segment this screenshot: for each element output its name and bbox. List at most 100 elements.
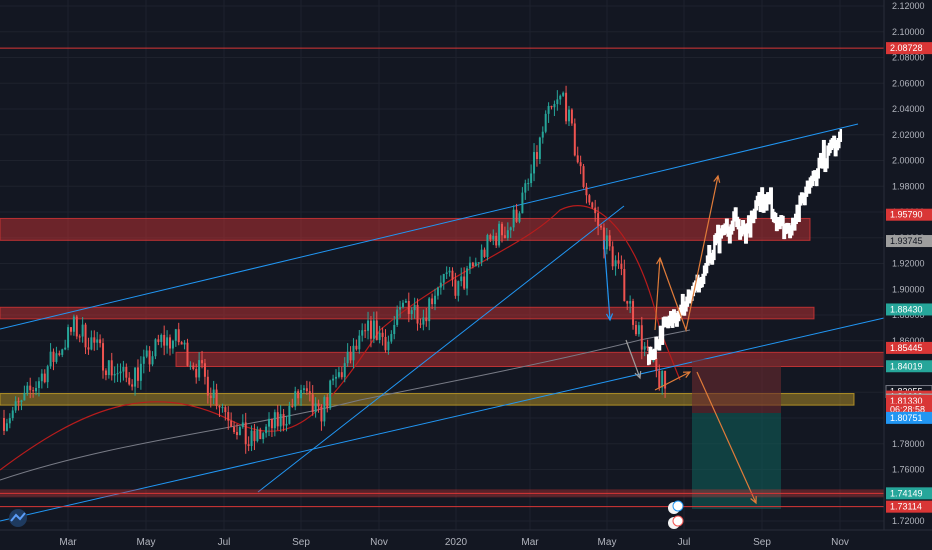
candle-body <box>20 400 23 402</box>
forecast-bar <box>721 224 725 236</box>
trendlines <box>0 123 885 522</box>
forecast-bar <box>660 325 663 345</box>
candle-body <box>547 105 550 114</box>
forecast-bar <box>716 224 719 244</box>
candle-body <box>387 341 390 351</box>
short-position-box[interactable] <box>692 359 781 509</box>
candle-body <box>81 324 84 337</box>
forecast-bar <box>704 263 707 276</box>
time-axis[interactable]: Mar May Jul Sep Nov 2020 Mar May Jul Sep Nov <box>0 529 932 548</box>
forecast-bar <box>771 208 775 223</box>
candle-body <box>524 183 527 193</box>
candle-body <box>297 391 300 399</box>
price-tag-label: 1.93745 <box>890 236 923 246</box>
forecast-bar <box>783 223 787 240</box>
candle-body <box>399 307 402 310</box>
candle-body <box>544 113 547 132</box>
candle-body <box>198 360 201 378</box>
candle-body <box>227 412 230 421</box>
candle-body <box>268 418 271 427</box>
candle-body <box>40 373 43 382</box>
candle-body <box>562 92 565 96</box>
projection-arrow-down-head <box>750 495 757 505</box>
forecast-bar <box>817 157 820 179</box>
candle-body <box>250 430 253 446</box>
forecast-bar <box>736 216 740 230</box>
candle-body <box>460 276 463 282</box>
candle-body <box>582 166 585 187</box>
candle-body <box>483 249 486 257</box>
forecast-bar <box>698 277 701 293</box>
candle-body <box>329 380 332 409</box>
price-tag-label: 1.84019 <box>890 361 923 371</box>
candle-body <box>5 423 8 431</box>
forecast-bar <box>830 138 834 150</box>
forecast-bar <box>766 192 769 211</box>
forecast-bar <box>670 311 674 328</box>
candle-body <box>253 430 256 442</box>
candle-body <box>576 155 579 163</box>
forecast-bar <box>808 177 812 194</box>
candle-body <box>102 343 105 371</box>
candle-body <box>29 385 32 391</box>
event-badge-outline <box>672 500 684 512</box>
candle-body <box>163 334 166 346</box>
forecast-bar <box>652 348 656 361</box>
candle-body <box>326 397 329 409</box>
candle-body <box>69 327 72 332</box>
candle-body <box>145 350 148 357</box>
forecast-bar <box>829 139 832 154</box>
candle-body <box>340 372 343 378</box>
candle-body <box>302 388 305 390</box>
candle-body <box>265 426 268 434</box>
price-tag-label: 1.74149 <box>890 488 923 498</box>
forecast-bar <box>689 290 693 304</box>
forecast-bar <box>739 226 743 240</box>
forecast-bar <box>826 145 829 169</box>
candle-body <box>570 109 573 124</box>
candle-body <box>410 310 413 315</box>
forecast-bar <box>682 293 685 316</box>
price-tick-label: 1.86000 <box>892 336 925 346</box>
time-tick-label: Sep <box>292 537 310 548</box>
horizontal-levels <box>0 47 884 508</box>
candle-body <box>14 401 17 411</box>
forecast-bar <box>764 194 768 211</box>
candle-body <box>215 389 218 406</box>
candle-body <box>107 360 110 376</box>
forecast-bar <box>793 213 797 231</box>
forecast-bar <box>780 215 784 227</box>
forecast-bar <box>814 170 818 187</box>
candle-body <box>585 186 588 196</box>
candle-body <box>352 345 355 361</box>
candle-body <box>422 317 425 325</box>
candle-body <box>629 301 632 304</box>
candle-body <box>238 427 241 436</box>
candle-body <box>55 353 58 362</box>
forecast-bar <box>827 142 831 156</box>
candle-body <box>503 235 506 239</box>
candle-body <box>64 347 67 350</box>
candle-body <box>139 363 142 381</box>
candle-body <box>632 301 635 325</box>
candle-body <box>640 325 643 350</box>
candle-body <box>605 235 608 250</box>
candle-body <box>332 378 335 381</box>
forecast-bar <box>789 225 793 239</box>
logo-mark <box>10 512 26 522</box>
candle-body <box>361 330 364 336</box>
forecast-bar <box>717 224 721 254</box>
candle-body <box>372 320 375 339</box>
candle-body <box>655 358 658 371</box>
candle-body <box>128 377 131 385</box>
forecast-bar <box>795 204 798 225</box>
price-tag <box>886 411 932 424</box>
candle-body <box>189 365 192 367</box>
forecast-bar <box>667 315 671 329</box>
candle-body <box>282 414 285 426</box>
candle-body <box>375 320 378 340</box>
price-tag <box>886 208 932 221</box>
forecast-bar <box>657 339 660 351</box>
